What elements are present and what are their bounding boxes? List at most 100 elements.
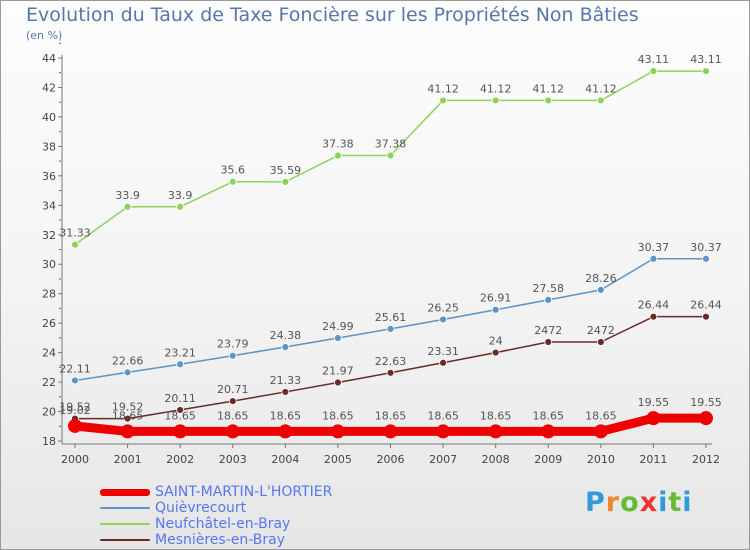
- data-point: [123, 202, 132, 211]
- x-tick-label: 2010: [587, 453, 615, 466]
- data-label: 41.12: [585, 82, 617, 95]
- y-tick-label: 34: [42, 199, 56, 212]
- data-label: 23.21: [164, 346, 196, 359]
- logo-letter: i: [658, 487, 669, 518]
- legend-label: Quièvrecourt: [155, 500, 247, 516]
- data-point: [439, 96, 447, 105]
- data-label: 21.33: [270, 374, 302, 387]
- data-label: 30.37: [638, 241, 670, 254]
- data-label: 2472: [587, 324, 615, 337]
- data-label: 33.9: [115, 189, 140, 202]
- data-point: [281, 343, 290, 351]
- data-label: 43.11: [690, 53, 722, 66]
- data-label: 27.58: [533, 282, 565, 295]
- data-point: [383, 424, 398, 439]
- logo-letter: i: [682, 487, 693, 518]
- data-point: [228, 177, 237, 186]
- legend-swatch: [100, 488, 150, 496]
- data-label: 18.65: [270, 409, 302, 422]
- data-point: [596, 285, 605, 294]
- x-tick-label: 2009: [534, 453, 562, 466]
- data-label: 35.59: [270, 164, 302, 177]
- data-label: 19.02: [59, 404, 91, 417]
- data-point: [278, 424, 293, 439]
- data-point: [702, 254, 710, 263]
- data-label: 24.99: [322, 320, 354, 333]
- data-label: 26.25: [427, 301, 459, 314]
- data-label: 37.38: [322, 138, 354, 151]
- data-label: 23.79: [217, 338, 249, 351]
- chart-title: Evolution du Taux de Taxe Foncière sur l…: [26, 4, 639, 26]
- y-tick-label: 42: [42, 81, 56, 94]
- data-label: 35.6: [221, 164, 246, 177]
- y-tick-label: 20: [42, 406, 56, 419]
- x-tick-label: 2012: [692, 453, 720, 466]
- data-point: [386, 368, 395, 377]
- data-point: [491, 96, 500, 105]
- logo-letter: t: [668, 487, 683, 518]
- y-tick-label: 26: [42, 317, 56, 330]
- data-point: [176, 202, 185, 211]
- data-point: [593, 424, 608, 439]
- data-label: 18.65: [480, 409, 512, 422]
- data-point: [68, 418, 82, 433]
- y-tick-label: 18: [42, 435, 56, 448]
- data-label: 26.44: [638, 299, 670, 312]
- data-point: [334, 151, 342, 160]
- data-point: [649, 67, 658, 76]
- data-label: 28.26: [585, 272, 617, 285]
- data-point: [120, 424, 135, 439]
- y-tick-label: 28: [42, 288, 56, 301]
- legend-swatch: [100, 539, 150, 541]
- legend-swatch: [100, 507, 150, 509]
- y-tick-label: 38: [42, 140, 56, 153]
- data-point: [228, 397, 237, 405]
- y-tick-label: 44: [42, 52, 56, 65]
- data-label: 20.71: [217, 383, 249, 396]
- y-tick-label: 40: [42, 111, 56, 124]
- chart-unit-label: (en %): [26, 29, 63, 42]
- y-tick-label: 32: [42, 229, 56, 242]
- data-point: [488, 424, 503, 439]
- x-tick-label: 2001: [114, 453, 142, 466]
- data-label: 18.65: [322, 409, 354, 422]
- data-point: [702, 67, 710, 76]
- data-label: 19.52: [59, 401, 91, 414]
- data-point: [334, 334, 342, 342]
- data-label: 30.37: [690, 241, 722, 254]
- data-label: 19.55: [690, 396, 722, 409]
- x-tick-label: 2000: [61, 453, 89, 466]
- y-tick-label: 36: [42, 170, 56, 183]
- data-label: 41.12: [533, 82, 565, 95]
- logo-letter: P: [585, 487, 606, 518]
- data-label: 18.65: [375, 409, 407, 422]
- x-tick-label: 2006: [377, 453, 405, 466]
- data-label: 37.38: [375, 138, 407, 151]
- data-point: [544, 338, 553, 346]
- data-label: 26.44: [690, 299, 722, 312]
- data-point: [544, 96, 553, 105]
- legend-label: Mesnières-en-Bray: [155, 532, 286, 548]
- data-label: 22.63: [375, 355, 407, 368]
- data-label: 25.61: [375, 311, 407, 324]
- x-tick-label: 2011: [639, 453, 667, 466]
- data-label: 23.31: [427, 345, 459, 358]
- logo-letter: x: [639, 487, 659, 518]
- data-point: [71, 240, 79, 249]
- data-label: 41.12: [480, 82, 512, 95]
- data-point: [330, 424, 345, 439]
- data-label: 24.38: [270, 329, 302, 342]
- data-label: 21.97: [322, 365, 354, 378]
- data-point: [439, 315, 447, 324]
- data-point: [649, 312, 658, 321]
- data-point: [439, 358, 447, 367]
- data-label: 18.65: [533, 409, 565, 422]
- data-point: [491, 348, 500, 357]
- proxiti-logo: Proxiti: [585, 487, 693, 518]
- data-label: 26.91: [480, 292, 512, 305]
- legend-label: Neufchâtel-en-Bray: [155, 516, 291, 532]
- logo-letter: r: [605, 487, 621, 518]
- data-point: [123, 368, 132, 377]
- data-point: [281, 388, 290, 396]
